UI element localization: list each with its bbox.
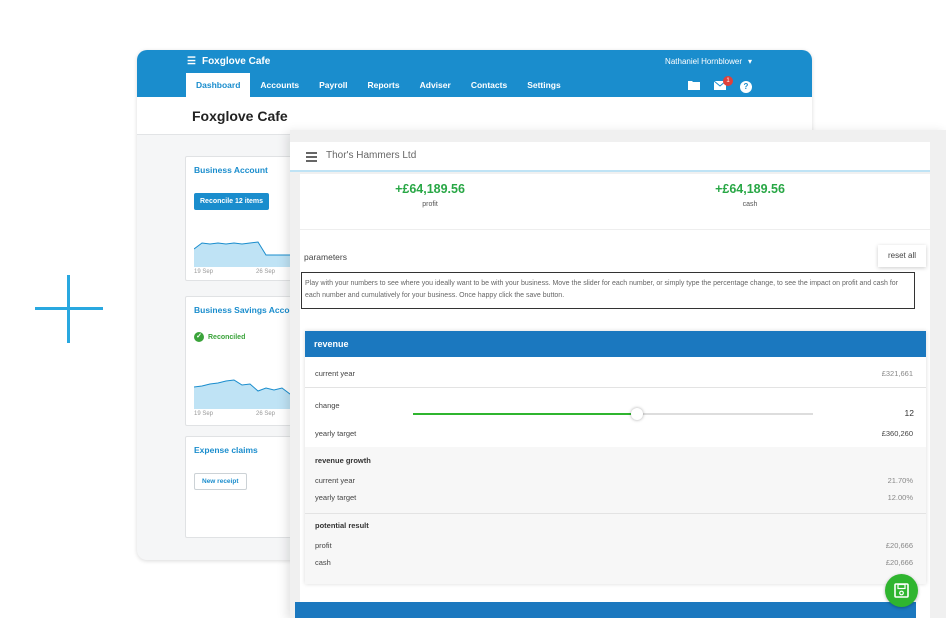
x-axis-label: 26 Sep: [256, 269, 276, 275]
top-bar: ☰ Foxglove Cafe Nathaniel Hornblower ▾ D…: [137, 50, 812, 97]
slider-handle[interactable]: [631, 408, 643, 420]
savings-account-sparkline: [194, 379, 306, 409]
tab-accounts[interactable]: Accounts: [260, 80, 300, 90]
new-receipt-button[interactable]: New receipt: [194, 473, 247, 490]
profit-value: £20,666: [885, 541, 913, 550]
planner-body: +£64,189.56 profit +£64,189.56 cash para…: [300, 174, 930, 618]
change-value-input[interactable]: 12: [904, 408, 914, 418]
growth-current-row: current year 21.70%: [315, 476, 913, 485]
divider: [300, 229, 930, 230]
top-icons: 1 ?: [688, 75, 752, 93]
tab-reports[interactable]: Reports: [367, 80, 400, 90]
reset-all-button[interactable]: reset all: [878, 245, 926, 267]
tab-settings[interactable]: Settings: [527, 80, 561, 90]
profit-kpi: +£64,189.56 profit: [350, 182, 510, 208]
current-year-row: current year £321,661: [315, 369, 913, 378]
current-year-label: current year: [315, 369, 356, 378]
plus-decoration-horizontal: [35, 307, 103, 310]
revenue-growth-section: revenue growth current year 21.70% yearl…: [305, 447, 926, 513]
x-axis-label: 19 Sep: [194, 269, 214, 275]
separator: [305, 387, 926, 388]
savings-account-card: Business Savings Acco ✓ Reconciled 19 Se…: [185, 296, 306, 426]
expense-claims-card: Expense claims New receipt: [185, 436, 305, 538]
reconciled-label: Reconciled: [208, 333, 246, 341]
tab-contacts[interactable]: Contacts: [470, 80, 508, 90]
next-panel-header[interactable]: [295, 602, 916, 618]
business-account-title[interactable]: Business Account: [194, 165, 268, 175]
yearly-target-label: yearly target: [315, 429, 357, 438]
growth-target-value: 12.00%: [887, 493, 913, 502]
help-icon[interactable]: ?: [740, 80, 752, 93]
company-name: Thor's Hammers Ltd: [326, 150, 417, 161]
growth-target-label: yearly target: [315, 493, 357, 502]
save-icon: [894, 583, 909, 598]
expense-claims-title[interactable]: Expense claims: [194, 445, 258, 455]
tab-adviser[interactable]: Adviser: [419, 80, 451, 90]
cash-value: £20,666: [885, 558, 913, 567]
tab-dashboard[interactable]: Dashboard: [186, 73, 251, 97]
business-account-sparkline: [194, 241, 306, 267]
help-text: Play with your numbers to see where you …: [301, 272, 915, 309]
cash-kpi: +£64,189.56 cash: [670, 182, 830, 208]
x-axis-label: 19 Sep: [194, 411, 214, 417]
notification-badge: 1: [723, 75, 733, 86]
profit-row: profit £20,666: [315, 541, 913, 550]
folder-icon[interactable]: [688, 80, 700, 93]
change-label: change: [315, 401, 340, 410]
current-year-value: £321,661: [881, 369, 913, 378]
profit-kpi-label: profit: [422, 201, 438, 208]
revenue-panel-title[interactable]: revenue: [305, 331, 926, 357]
hamburger-menu-icon[interactable]: [306, 152, 317, 164]
cash-kpi-label: cash: [742, 201, 758, 208]
org-switcher[interactable]: ☰ Foxglove Cafe: [187, 56, 270, 67]
org-name: Foxglove Cafe: [201, 56, 271, 67]
user-name: Nathaniel Hornblower: [665, 57, 742, 66]
change-slider[interactable]: [413, 408, 813, 420]
page-title: Foxglove Cafe: [192, 108, 288, 124]
user-menu[interactable]: Nathaniel Hornblower ▾: [665, 57, 752, 66]
growth-current-value: 21.70%: [887, 476, 913, 485]
separator: [305, 513, 926, 514]
mail-icon[interactable]: 1: [713, 75, 733, 93]
yearly-target-value: £360,260: [881, 429, 913, 438]
change-row-label: change: [315, 401, 913, 410]
scenario-planner-window: Thor's Hammers Ltd +£64,189.56 profit +£…: [290, 130, 946, 618]
list-menu-icon: ☰: [187, 56, 196, 67]
profit-label: profit: [315, 541, 332, 550]
save-button[interactable]: [885, 574, 918, 607]
slider-fill: [413, 413, 637, 415]
tab-payroll[interactable]: Payroll: [319, 80, 348, 90]
reconciled-status: ✓ Reconciled: [194, 332, 245, 342]
growth-current-label: current year: [315, 476, 356, 485]
caret-down-icon: ▾: [747, 57, 752, 66]
main-nav: Dashboard Accounts Payroll Reports Adviser Co…: [186, 73, 571, 97]
x-axis-label: 26 Sep: [256, 411, 276, 417]
yearly-target-row: yearly target £360,260: [315, 429, 913, 438]
business-account-card: Business Account Reconcile 12 items 19 S…: [185, 156, 306, 281]
revenue-panel: revenue current year £321,661 change 12 …: [305, 331, 926, 584]
revenue-growth-title: revenue growth: [315, 456, 371, 465]
growth-target-row: yearly target 12.00%: [315, 493, 913, 502]
cash-label: cash: [315, 558, 331, 567]
savings-account-title[interactable]: Business Savings Acco: [194, 305, 290, 315]
profit-kpi-value: +£64,189.56: [395, 182, 465, 196]
parameters-label: parameters: [304, 252, 347, 262]
check-icon: ✓: [194, 332, 204, 342]
potential-result-title: potential result: [315, 521, 369, 530]
cash-row: cash £20,666: [315, 558, 913, 567]
potential-result-section: potential result profit £20,666 cash £20…: [305, 514, 926, 584]
planner-header: Thor's Hammers Ltd: [290, 142, 930, 172]
reconcile-button[interactable]: Reconcile 12 items: [194, 193, 270, 210]
cash-kpi-value: +£64,189.56: [715, 182, 785, 196]
